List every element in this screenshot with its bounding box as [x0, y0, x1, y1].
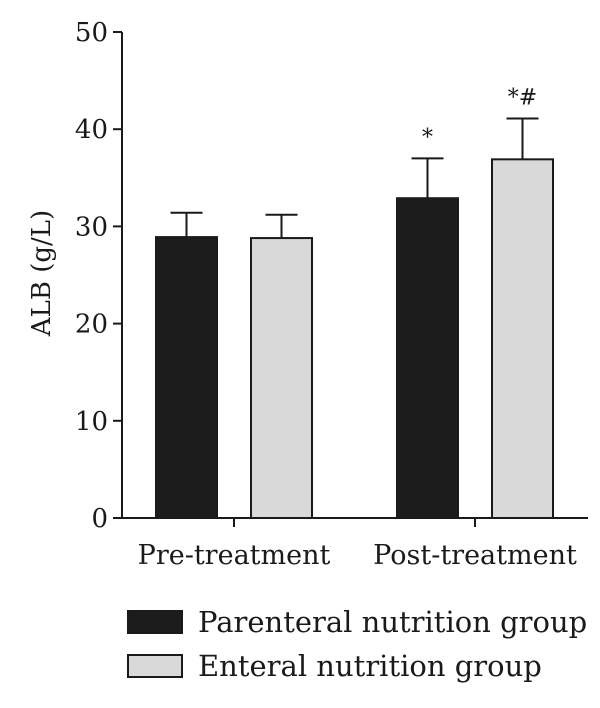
bar [396, 197, 459, 519]
x-category-label: Pre-treatment [138, 540, 331, 571]
legend-swatch [127, 610, 183, 634]
y-tick-label: 20 [75, 310, 108, 340]
y-tick-label: 10 [75, 407, 108, 437]
y-axis-label: ALB (g/L) [27, 210, 57, 337]
legend-label: Enteral nutrition group [198, 649, 542, 683]
significance-mark: *# [508, 86, 537, 111]
significance-mark: * [422, 125, 433, 150]
y-tick-label: 40 [75, 115, 108, 145]
bar [491, 158, 554, 519]
x-axis: Pre-treatment Post-treatment [121, 517, 588, 571]
bar [155, 236, 218, 519]
legend-swatch [127, 654, 183, 678]
x-category-label: Post-treatment [373, 540, 577, 571]
bar [250, 237, 313, 519]
bars: * *# [155, 86, 554, 519]
legend: Parenteral nutrition group Enteral nutrit… [127, 605, 587, 683]
y-tick-label: 50 [75, 18, 108, 48]
y-axis: 0 10 20 30 40 50 [75, 18, 123, 534]
legend-label: Parenteral nutrition group [198, 605, 587, 639]
y-tick-label: 30 [75, 212, 108, 242]
y-tick-label: 0 [91, 504, 108, 534]
